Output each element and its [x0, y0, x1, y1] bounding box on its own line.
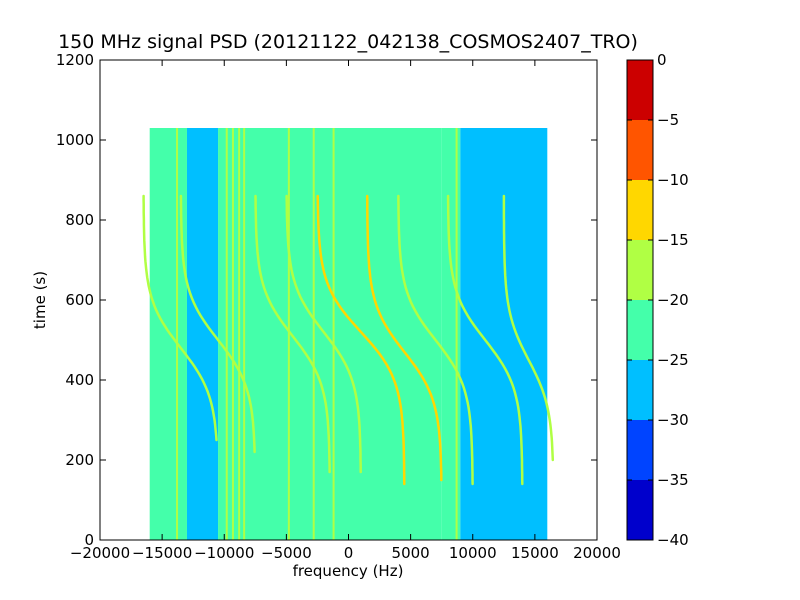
y-tick-label: 200: [65, 451, 94, 469]
colorbar-segment: [627, 240, 653, 300]
x-tick-label: 20000: [573, 544, 621, 562]
y-tick-label: 1200: [56, 51, 94, 69]
colorbar-segment: [627, 180, 653, 240]
colorbar-tick-label: −30: [657, 411, 689, 429]
chart-title: 150 MHz signal PSD (20121122_042138_COSM…: [58, 31, 638, 53]
colorbar-segment: [627, 300, 653, 360]
colorbar: [627, 60, 653, 540]
colorbar-tick-label: −5: [657, 111, 679, 129]
y-tick-label: 0: [84, 531, 94, 549]
doppler-track: [502, 194, 555, 462]
y-axis: 0 200 400 600 800 1000 1200: [56, 51, 597, 549]
x-axis: −20000 −15000 −10000 −5000 0 5000 10000 15000 20…: [70, 60, 621, 562]
doppler-track: [316, 194, 406, 486]
y-tick-label: 1000: [56, 131, 94, 149]
x-axis-label: frequency (Hz): [293, 562, 404, 580]
colorbar-segment: [627, 360, 653, 420]
doppler-track: [254, 194, 331, 474]
x-tick-label: −5000: [261, 544, 312, 562]
background-band: [149, 128, 187, 540]
colorbar-tick-label: −35: [657, 471, 689, 489]
x-tick-label: 0: [344, 544, 354, 562]
doppler-track: [142, 194, 218, 442]
plot-area: [142, 128, 555, 540]
colorbar-tick-label: −20: [657, 291, 689, 309]
colorbar-tick-label: −10: [657, 171, 689, 189]
doppler-track: [179, 194, 256, 454]
colorbar-tick-label: −15: [657, 231, 689, 249]
x-tick-label: −15000: [132, 544, 192, 562]
y-tick-label: 600: [65, 291, 94, 309]
x-tick-label: 15000: [511, 544, 559, 562]
colorbar-segment: [627, 420, 653, 480]
background-band: [218, 128, 442, 540]
x-tick-label: −10000: [194, 544, 254, 562]
colorbar-tick-label: 0: [657, 51, 667, 69]
colorbar-segment: [627, 120, 653, 180]
doppler-track: [285, 194, 362, 474]
x-tick-label: 5000: [392, 544, 430, 562]
colorbar-segment: [627, 480, 653, 540]
doppler-track: [446, 194, 524, 486]
y-tick-label: 400: [65, 371, 94, 389]
x-tick-label: −20000: [70, 544, 130, 562]
y-tick-label: 800: [65, 211, 94, 229]
colorbar-tick-label: −25: [657, 351, 689, 369]
doppler-track: [397, 194, 474, 486]
y-axis-label: time (s): [31, 271, 49, 329]
colorbar-segment: [627, 60, 653, 120]
colorbar-tick-label: −40: [657, 531, 689, 549]
colorbar-axis: −40 −35 −30 −25 −20 −15 −10 −5 0: [627, 51, 689, 549]
doppler-track: [365, 194, 443, 482]
x-tick-label: 10000: [449, 544, 497, 562]
